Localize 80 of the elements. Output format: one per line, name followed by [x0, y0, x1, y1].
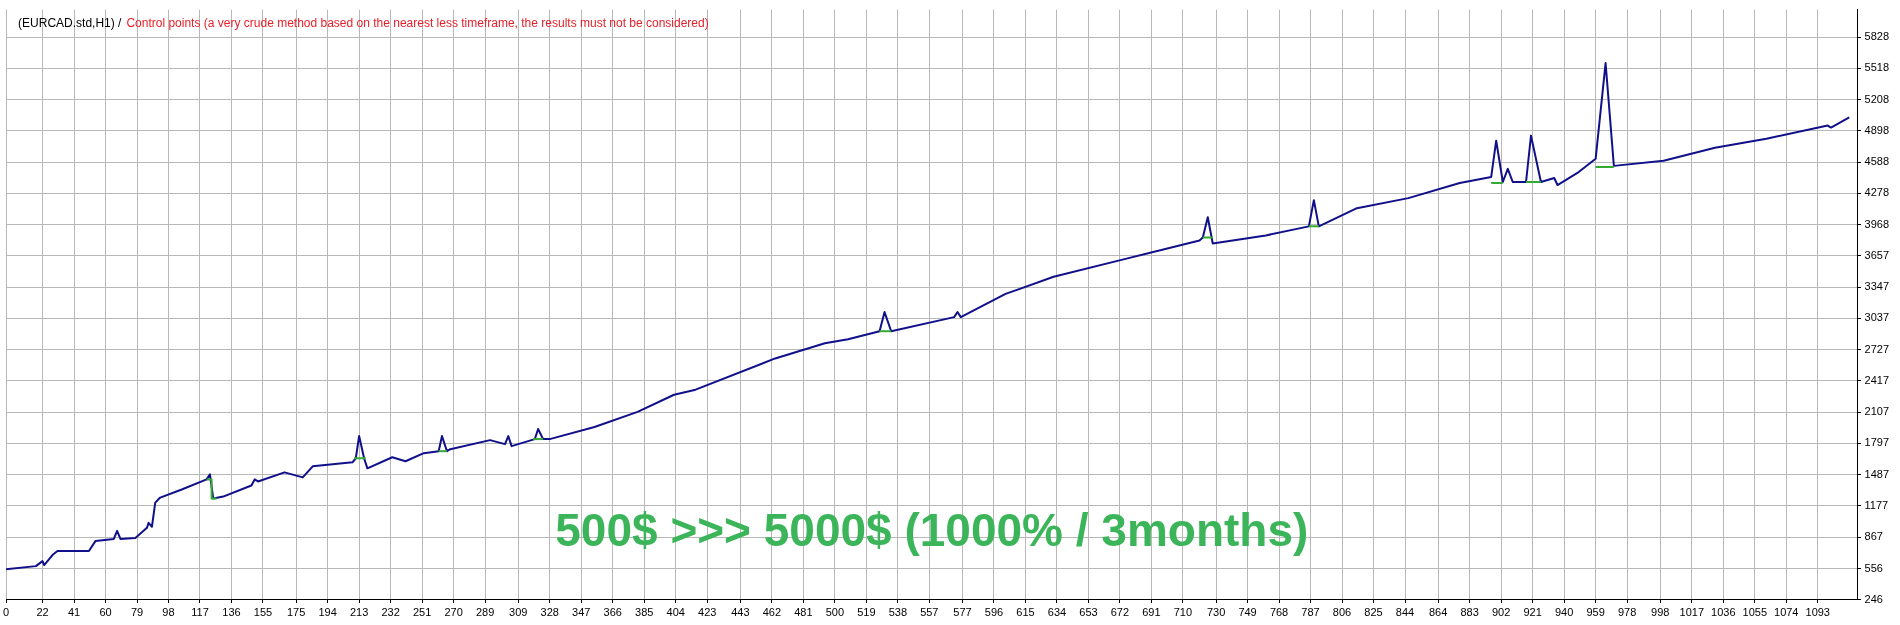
- y-tick-label: 5518: [1864, 61, 1890, 74]
- text: (EURCAD.std,H1) /: [18, 15, 123, 30]
- x-tick-label: 1036: [1711, 606, 1736, 619]
- y-tick-label: 556: [1864, 561, 1883, 574]
- x-tick-label: 0: [3, 606, 10, 619]
- y-tick-label: 3968: [1864, 217, 1890, 230]
- text: Control points (a very crude method based on the nearest less timeframe, the results must not be considered): [126, 15, 709, 30]
- x-tick-label: 749: [1238, 606, 1257, 619]
- x-tick-label: 385: [635, 606, 654, 619]
- x-tick-label: 844: [1395, 606, 1415, 619]
- x-tick-label: 79: [130, 606, 144, 619]
- y-tick-label: 4898: [1864, 123, 1890, 136]
- x-tick-label: 60: [99, 606, 112, 619]
- y-tick-label: 1797: [1864, 436, 1890, 449]
- x-tick-label: 902: [1491, 606, 1511, 619]
- y-tick-label: 4278: [1864, 186, 1890, 199]
- y-tick-label: 5208: [1864, 92, 1890, 105]
- x-tick-label: 22: [36, 606, 49, 619]
- y-tick-label: 867: [1864, 530, 1883, 543]
- x-tick-label: 309: [509, 606, 528, 619]
- y-tick-label: 2417: [1864, 373, 1890, 386]
- x-tick-label: 557: [920, 606, 939, 619]
- x-tick-label: 481: [794, 606, 813, 619]
- y-tick-label: 2107: [1864, 405, 1890, 418]
- x-tick-label: 596: [984, 606, 1004, 619]
- x-tick-label: 232: [381, 606, 400, 619]
- x-tick-label: 978: [1617, 606, 1637, 619]
- x-tick-label: 672: [1110, 606, 1130, 619]
- x-tick-label: 404: [666, 606, 685, 619]
- x-tick-label: 883: [1460, 606, 1479, 619]
- x-tick-label: 366: [603, 606, 622, 619]
- x-tick-label: 500: [825, 606, 845, 619]
- x-tick-label: 921: [1523, 606, 1542, 619]
- x-tick-label: 806: [1332, 606, 1352, 619]
- y-tick-label: 3657: [1864, 248, 1890, 261]
- x-tick-label: 41: [67, 606, 81, 619]
- x-tick-label: 347: [572, 606, 591, 619]
- x-tick-label: 1055: [1742, 606, 1767, 619]
- x-tick-label: 787: [1301, 606, 1320, 619]
- x-tick-label: 615: [1016, 606, 1035, 619]
- x-tick-label: 462: [762, 606, 782, 619]
- y-tick-label: 3037: [1864, 311, 1890, 324]
- x-tick-label: 251: [412, 606, 432, 619]
- x-tick-label: 959: [1586, 606, 1605, 619]
- x-tick-label: 1017: [1679, 606, 1705, 619]
- x-tick-label: 1074: [1774, 606, 1799, 619]
- y-tick-label: 1487: [1864, 467, 1890, 480]
- y-tick-label: 4588: [1864, 155, 1890, 168]
- x-tick-label: 423: [698, 606, 717, 619]
- y-tick-label: 5828: [1864, 30, 1890, 43]
- annotation: 500$ >>> 5000$ (1000% / 3months): [555, 504, 1309, 557]
- x-tick-label: 940: [1554, 606, 1574, 619]
- x-tick-label: 768: [1269, 606, 1289, 619]
- x-tick-label: 519: [857, 606, 876, 619]
- x-tick-label: 155: [253, 606, 273, 619]
- x-tick-label: 175: [286, 606, 306, 619]
- y-tick-label: 3347: [1864, 280, 1890, 293]
- x-tick-label: 1093: [1805, 606, 1830, 619]
- x-tick-label: 289: [475, 606, 495, 619]
- x-tick-label: 577: [953, 606, 972, 619]
- x-tick-label: 136: [222, 606, 241, 619]
- x-tick-label: 710: [1173, 606, 1193, 619]
- x-tick-label: 864: [1428, 606, 1448, 619]
- x-tick-label: 117: [191, 606, 209, 619]
- x-tick-label: 443: [731, 606, 750, 619]
- x-tick-label: 194: [318, 606, 337, 619]
- x-tick-label: 825: [1364, 606, 1383, 619]
- x-tick-label: 998: [1651, 606, 1670, 619]
- y-tick-label: 246: [1864, 592, 1883, 605]
- x-tick-label: 213: [349, 606, 369, 619]
- x-tick-label: 328: [540, 606, 559, 619]
- x-tick-label: 270: [444, 606, 463, 619]
- x-tick-label: 634: [1047, 606, 1067, 619]
- y-tick-label: 2727: [1864, 342, 1890, 355]
- x-tick-label: 653: [1079, 606, 1098, 619]
- x-tick-label: 730: [1206, 606, 1226, 619]
- x-tick-label: 538: [888, 606, 907, 619]
- y-tick-label: 1177: [1864, 498, 1889, 511]
- x-tick-label: 98: [162, 606, 175, 619]
- x-tick-label: 691: [1142, 606, 1161, 619]
